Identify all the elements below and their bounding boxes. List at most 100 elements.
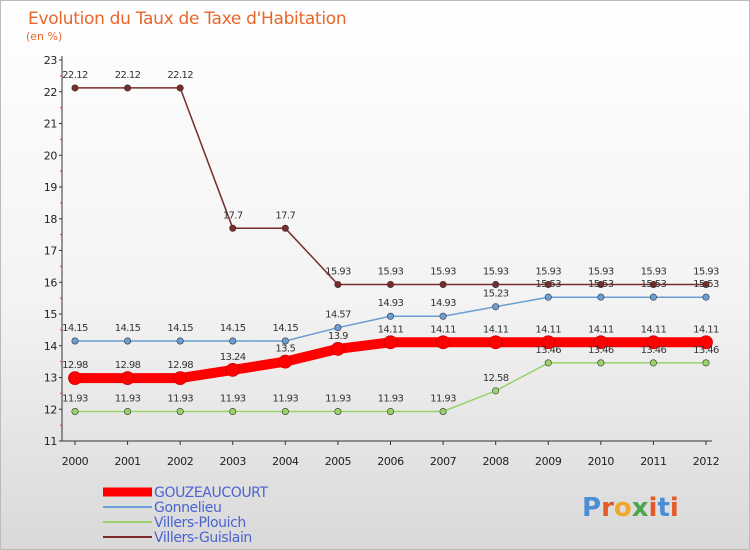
data-label-villers-plouich-2006: 11.93: [378, 393, 404, 404]
data-label-gonnelieu-2000: 14.15: [62, 323, 88, 334]
point-villers-guislain-2011: [649, 280, 657, 288]
y-tick-label-17: 17: [44, 245, 58, 258]
data-label-gouzeaucourt-2002: 12.98: [167, 360, 193, 371]
point-gouzeaucourt-2008: [488, 335, 503, 350]
data-label-gonnelieu-2011: 15.53: [641, 279, 667, 290]
x-tick-label-2005: 2005: [325, 455, 352, 468]
data-label-gouzeaucourt-2000: 12.98: [62, 360, 88, 371]
point-villers-guislain-2012: [702, 280, 710, 288]
point-gouzeaucourt-2006: [383, 335, 398, 350]
data-label-villers-plouich-2007: 11.93: [430, 393, 456, 404]
x-tick-label-2003: 2003: [220, 455, 247, 468]
data-label-villers-guislain-2002: 22.12: [167, 70, 193, 81]
point-gonnelieu-2002: [176, 337, 184, 345]
y-tick-label-21: 21: [44, 118, 57, 131]
point-villers-plouich-2004: [281, 407, 289, 415]
y-tick-label-12: 12: [44, 403, 57, 416]
point-gonnelieu-2011: [649, 293, 657, 301]
point-villers-plouich-2000: [71, 407, 79, 415]
point-villers-plouich-2011: [649, 359, 657, 367]
point-villers-plouich-2001: [124, 407, 132, 415]
point-villers-guislain-2005: [334, 280, 342, 288]
point-villers-plouich-2008: [492, 387, 500, 395]
point-villers-plouich-2009: [544, 359, 552, 367]
data-label-gonnelieu-2004: 14.15: [273, 323, 299, 334]
point-gonnelieu-2001: [124, 337, 132, 345]
point-gonnelieu-2012: [702, 293, 710, 301]
logo-letter-0: P: [582, 493, 601, 523]
data-label-gonnelieu-2010: 15.53: [588, 279, 614, 290]
point-gouzeaucourt-2000: [68, 371, 82, 386]
data-label-gouzeaucourt-2008: 14.11: [483, 324, 509, 335]
point-gouzeaucourt-2002: [173, 371, 188, 386]
data-label-villers-plouich-2010: 13.46: [588, 345, 614, 356]
data-label-villers-guislain-2000: 22.12: [62, 70, 88, 81]
proxiti-logo: Proxiti: [582, 493, 679, 523]
data-label-gonnelieu-2005: 14.57: [325, 310, 351, 321]
point-villers-plouich-2006: [386, 407, 394, 415]
data-label-gonnelieu-2007: 14.93: [430, 298, 456, 309]
legend-label-villers-guislain: Villers-Guislain: [154, 530, 252, 546]
x-tick-label-2010: 2010: [588, 455, 615, 468]
logo-letter-1: r: [601, 493, 614, 523]
y-tick-label-19: 19: [44, 181, 58, 194]
data-label-gonnelieu-2001: 14.15: [115, 323, 141, 334]
point-villers-guislain-2002: [176, 84, 184, 92]
data-label-gouzeaucourt-2003: 13.24: [220, 352, 246, 363]
data-label-villers-plouich-2012: 13.46: [693, 345, 719, 356]
point-villers-plouich-2005: [334, 407, 342, 415]
data-label-gonnelieu-2008: 15.23: [483, 289, 509, 300]
point-gouzeaucourt-2007: [436, 335, 450, 350]
point-villers-guislain-2010: [597, 280, 605, 288]
data-label-gouzeaucourt-2004: 13.5: [275, 344, 295, 355]
point-gouzeaucourt-2011: [646, 335, 661, 350]
data-label-gouzeaucourt-2007: 14.11: [430, 324, 456, 335]
data-label-gouzeaucourt-2001: 12.98: [115, 360, 141, 371]
point-gonnelieu-2007: [439, 312, 447, 320]
data-label-gouzeaucourt-2011: 14.11: [641, 324, 667, 335]
x-tick-label-2007: 2007: [430, 455, 457, 468]
data-label-gonnelieu-2006: 14.93: [378, 298, 404, 309]
logo-letter-5: t: [657, 493, 669, 523]
y-tick-label-14: 14: [44, 340, 58, 353]
data-label-gonnelieu-2003: 14.15: [220, 323, 246, 334]
point-villers-plouich-2012: [702, 359, 710, 367]
point-gouzeaucourt-2003: [225, 362, 240, 377]
data-label-villers-plouich-2011: 13.46: [641, 345, 667, 356]
logo-letter-4: i: [649, 493, 658, 523]
data-label-villers-guislain-2012: 15.93: [693, 266, 719, 277]
data-label-gonnelieu-2002: 14.15: [167, 323, 193, 334]
data-label-gonnelieu-2009: 15.53: [535, 279, 561, 290]
point-gouzeaucourt-2004: [278, 354, 293, 369]
y-tick-label-22: 22: [44, 86, 57, 99]
data-label-villers-plouich-2003: 11.93: [220, 393, 246, 404]
x-tick-label-2008: 2008: [482, 455, 509, 468]
data-labels-layer: 22.12 22.12 22.12 17.7 17.7 15.93 15.93 15.93 15…: [62, 70, 719, 405]
x-tick-label-2012: 2012: [693, 455, 719, 468]
point-gouzeaucourt-2012: [699, 335, 713, 350]
data-label-gouzeaucourt-2005: 13.9: [328, 331, 348, 342]
x-tick-label-2011: 2011: [640, 455, 666, 468]
legend-label-villers-plouich: Villers-Plouich: [154, 515, 246, 531]
data-label-villers-plouich-2004: 11.93: [273, 393, 299, 404]
y-tick-label-16: 16: [44, 276, 58, 289]
x-tick-label-2000: 2000: [62, 455, 89, 468]
point-villers-guislain-2004: [281, 224, 289, 232]
legend: GOUZEAUCOURTGonnelieuVillers-PlouichVill…: [103, 485, 269, 546]
y-tick-label-18: 18: [44, 213, 58, 226]
data-label-gonnelieu-2012: 15.53: [693, 279, 719, 290]
data-label-villers-plouich-2009: 13.46: [535, 345, 561, 356]
data-label-villers-guislain-2011: 15.93: [641, 266, 667, 277]
data-label-villers-guislain-2005: 15.93: [325, 266, 351, 277]
point-gouzeaucourt-2005: [331, 342, 345, 356]
data-label-villers-plouich-2001: 11.93: [115, 393, 141, 404]
series-layer: [68, 84, 713, 415]
data-label-gouzeaucourt-2006: 14.11: [378, 324, 404, 335]
data-label-villers-plouich-2005: 11.93: [325, 393, 351, 404]
logo-letter-2: o: [614, 493, 632, 523]
point-villers-guislain-2006: [386, 280, 394, 288]
y-tick-label-23: 23: [44, 54, 58, 67]
